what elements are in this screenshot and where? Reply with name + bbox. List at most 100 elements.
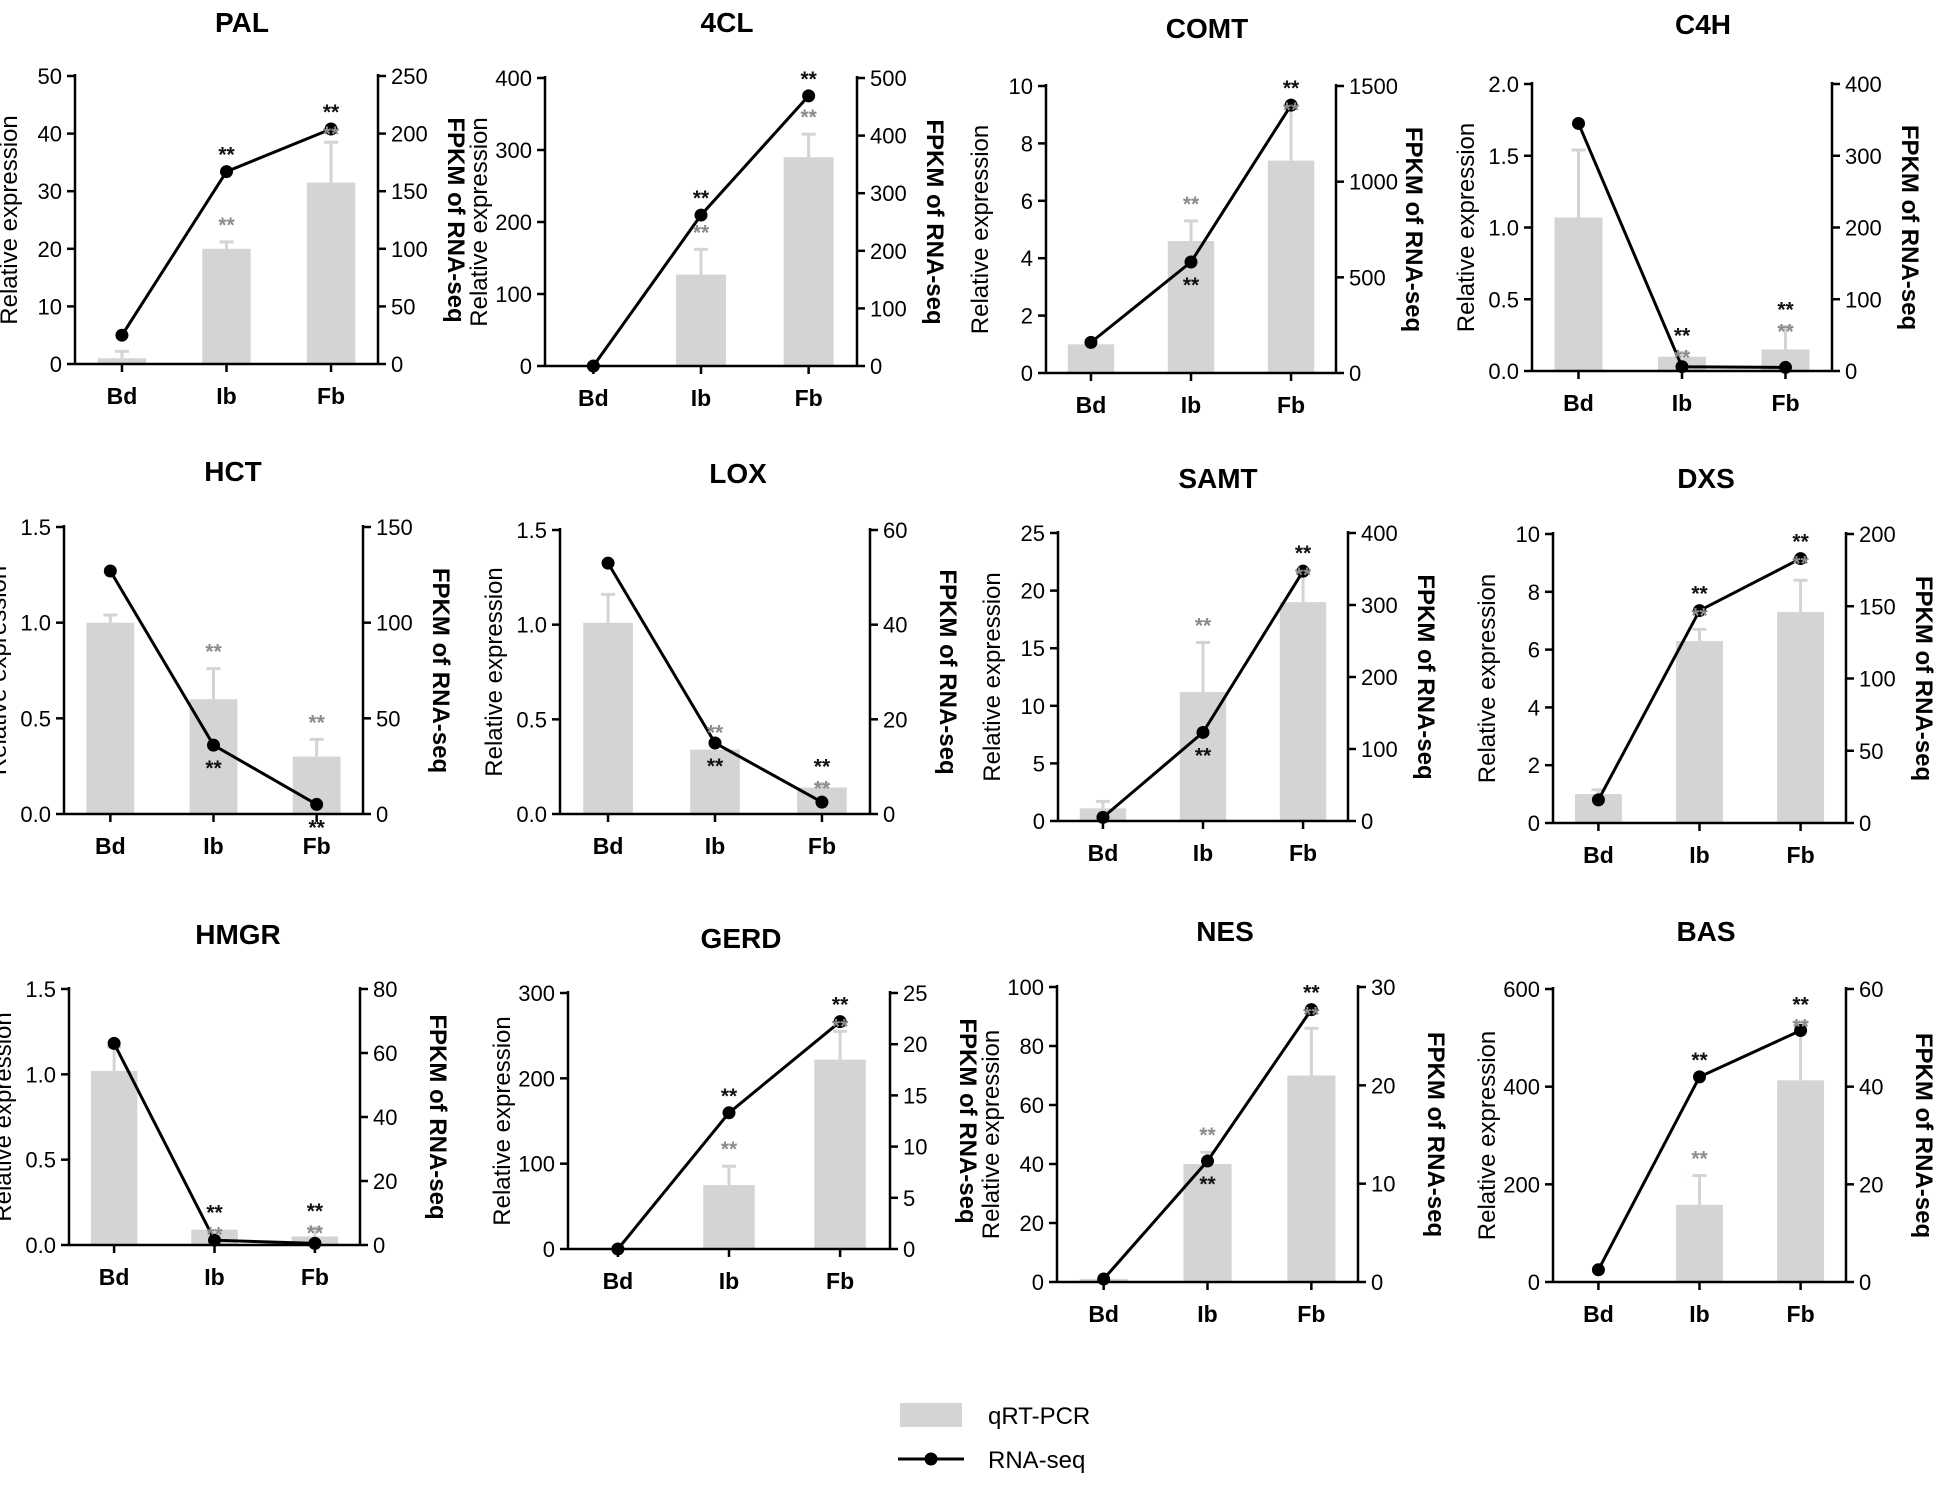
left-tick-label: 100 [495,282,532,307]
right-axis-title: FPKM of RNA-seq [921,119,948,324]
left-tick-label: 100 [1007,975,1044,1000]
significance-qrt-pcr: ** [1792,553,1809,576]
left-tick-label: 1.0 [1488,216,1519,241]
significance-qrt-pcr: ** [1183,193,1200,216]
left-tick-label: 0.0 [20,802,51,827]
significance-rna-seq: ** [1195,744,1212,767]
left-tick-label: 20 [38,237,62,262]
rna-seq-point-bd [1572,116,1585,130]
category-label: Ib [204,1264,224,1290]
left-tick-label: 40 [38,122,62,147]
rna-seq-point-fb [833,1015,847,1029]
category-label: Fb [1289,840,1317,866]
left-axis-title: Relative expression [466,117,493,326]
category-label: Ib [1197,1301,1217,1327]
left-tick-label: 0 [520,354,532,379]
right-tick-label: 150 [1859,594,1896,619]
left-tick-label: 40 [1020,1152,1044,1177]
category-label: Fb [317,383,345,409]
right-tick-label: 0 [1361,809,1373,834]
right-tick-label: 300 [1361,593,1398,618]
significance-rna-seq: ** [832,994,849,1017]
significance-qrt-pcr: ** [307,1222,324,1245]
category-label: Fb [303,833,331,859]
category-label: Ib [1181,392,1201,418]
left-tick-label: 1.5 [20,515,51,540]
significance-qrt-pcr: ** [832,1016,849,1039]
right-tick-label: 300 [870,181,907,206]
right-tick-label: 0 [870,354,882,379]
category-label: Bd [578,385,609,411]
category-label: Ib [1193,840,1213,866]
bar-fb [814,1059,866,1249]
significance-rna-seq: ** [206,1202,223,1225]
left-tick-label: 0 [1528,811,1540,836]
left-tick-label: 25 [1021,521,1045,546]
bar-bd [1067,344,1115,373]
category-label: Ib [1672,390,1692,416]
right-tick-label: 60 [1859,977,1883,1002]
category-label: Bd [1563,390,1594,416]
right-tick-label: 0 [883,802,895,827]
rna-seq-point-bd [107,1036,121,1050]
right-tick-label: 5 [903,1186,915,1211]
significance-qrt-pcr: ** [1199,1124,1216,1147]
left-tick-label: 200 [1503,1172,1540,1197]
right-tick-label: 100 [1845,287,1882,312]
significance-qrt-pcr: ** [1777,321,1794,344]
right-tick-label: 20 [883,707,907,732]
category-label: Bd [1583,842,1614,868]
right-tick-label: 0 [391,352,403,377]
rna-seq-point-ib [207,738,220,752]
right-axis-title: FPKM of RNA-seq [1910,576,1937,781]
significance-rna-seq: ** [307,1200,324,1223]
panel-bas: BAS 0 200 400 600 0 20 40 60 Bd Ib Fb Relative expre… [1474,916,1937,1327]
panel-nes: NES 0 20 40 60 80 100 0 10 20 30 Bd Ib Fb Relative exp… [978,916,1449,1327]
right-tick-label: 100 [870,296,907,321]
category-label: Bd [1088,840,1119,866]
right-tick-label: 500 [1349,265,1386,290]
significance-rna-seq: ** [1183,274,1200,297]
panel-gerd: GERD 0 100 200 300 0 5 10 15 20 25 Bd Ib Fb Relative e… [489,923,981,1294]
right-tick-label: 10 [1371,1172,1395,1197]
significance-rna-seq: ** [1691,1049,1708,1072]
right-axis-title: FPKM of RNA-seq [1412,574,1439,779]
left-axis-title: Relative expression [489,1016,516,1225]
rna-seq-point-ib [694,208,708,222]
left-tick-label: 1.5 [1488,144,1519,169]
right-tick-label: 100 [1361,737,1398,762]
panel-title: DXS [1677,463,1735,494]
left-tick-label: 2 [1528,753,1540,778]
right-tick-label: 200 [1859,522,1896,547]
panel-title: NES [1196,916,1254,947]
category-label: Ib [691,385,711,411]
bar-ib [202,248,251,364]
bar-ib [690,749,740,814]
legend-bar-label: qRT-PCR [988,1403,1090,1430]
significance-rna-seq: ** [721,1085,738,1108]
right-axis-title: FPKM of RNA-seq [1422,1032,1449,1237]
significance-rna-seq: ** [1295,542,1312,565]
left-axis-title: Relative expression [979,572,1006,781]
left-tick-label: 10 [1009,74,1033,99]
panel-title: C4H [1675,9,1731,40]
left-axis-title: Relative expression [1474,574,1501,783]
left-tick-label: 1.5 [25,977,56,1002]
left-tick-label: 0.5 [25,1148,56,1173]
significance-qrt-pcr: ** [308,711,325,734]
category-label: Fb [1297,1301,1325,1327]
panel-lox: LOX 0.0 0.5 1.0 1.5 0 20 40 60 Bd Ib Fb Relative exp… [481,458,961,859]
panel-title: PAL [215,7,269,38]
right-tick-label: 20 [1859,1172,1883,1197]
left-tick-label: 20 [1021,579,1045,604]
rna-seq-point-ib [1693,604,1706,618]
bar-bd [583,622,633,814]
significance-qrt-pcr: ** [1295,564,1312,587]
left-tick-label: 10 [1516,522,1540,547]
category-label: Fb [1787,842,1815,868]
significance-rna-seq: ** [1792,531,1809,554]
right-tick-label: 10 [903,1135,927,1160]
right-axis-title: FPKM of RNA-seq [424,1014,451,1219]
rna-seq-point-fb [310,797,324,811]
